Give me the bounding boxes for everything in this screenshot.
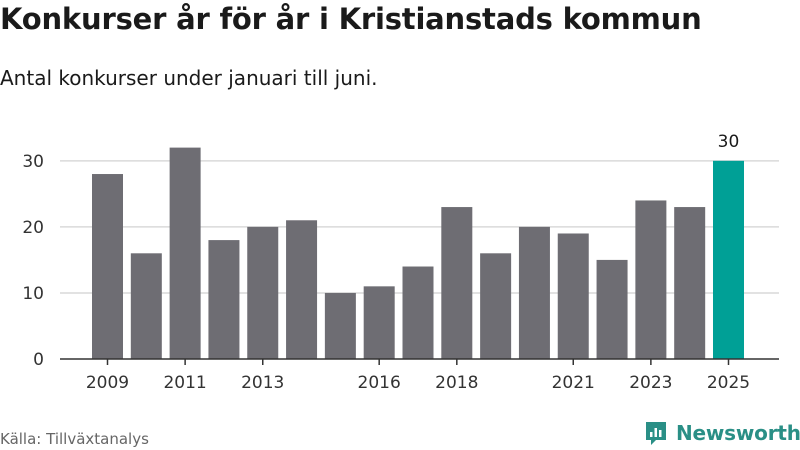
- chart-subtitle: Antal konkurser under januari till juni.: [0, 66, 378, 90]
- bar: [674, 207, 706, 359]
- bar: [518, 226, 550, 359]
- y-tick-label: 30: [22, 152, 44, 172]
- x-tick-label: 2013: [241, 373, 284, 393]
- source-note: Källa: Tillväxtanalys: [0, 430, 149, 448]
- brand-logo: Newsworthy: [644, 420, 800, 446]
- bar: [324, 292, 356, 359]
- x-tick-label: 2011: [163, 373, 206, 393]
- bar: [596, 259, 628, 359]
- x-tick-label: 2023: [629, 373, 672, 393]
- bar: [247, 226, 279, 359]
- y-tick-label: 20: [22, 218, 44, 238]
- bar: [402, 266, 434, 359]
- brand-name: Newsworthy: [676, 421, 800, 445]
- x-tick-label: 2016: [358, 373, 401, 393]
- chart-title: Konkurser år för år i Kristianstads komm…: [0, 2, 702, 36]
- bar: [130, 253, 162, 359]
- x-tick-label: 2009: [86, 373, 129, 393]
- bar: [557, 233, 589, 359]
- bar: [286, 220, 318, 359]
- bar-chart: 0 10 20 30 30 2009 2011 2013 2016 2018 2021 2023 202…: [22, 132, 779, 393]
- x-tick-label: 2025: [707, 373, 750, 393]
- bar: [208, 240, 240, 359]
- bar: [441, 207, 473, 359]
- bar: [92, 174, 123, 359]
- bar: [169, 147, 201, 359]
- bar: [635, 200, 667, 359]
- bar: [480, 253, 512, 359]
- y-tick-label: 0: [33, 350, 44, 370]
- bar-highlight: [713, 160, 744, 359]
- x-tick-label: 2018: [435, 373, 478, 393]
- bar-value-label: 30: [718, 132, 740, 152]
- bar: [363, 286, 395, 359]
- newsworthy-logo-icon: [646, 422, 666, 445]
- x-tick-label: 2021: [552, 373, 595, 393]
- y-tick-label: 10: [22, 284, 44, 304]
